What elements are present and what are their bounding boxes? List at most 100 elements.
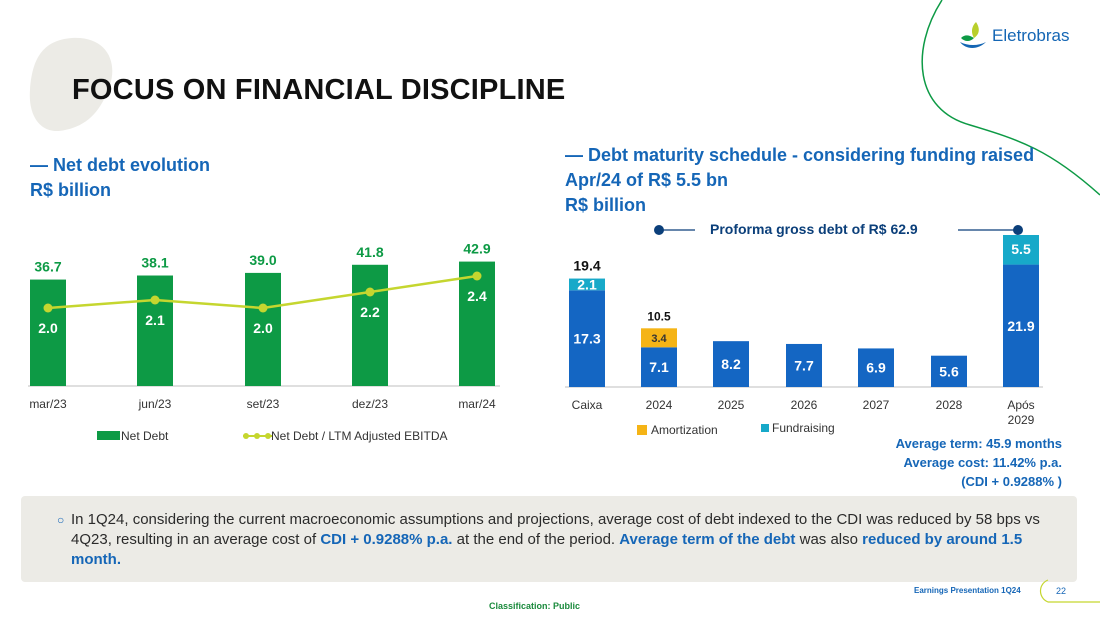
legend-net-debt-swatch [97,431,120,440]
net-debt-unit: R$ billion [30,180,111,200]
net-debt-bar-label: 39.0 [249,252,276,268]
info-highlight-reduced: reduced by around 1.5 month. [71,531,1023,568]
x-tick-label: 2029 [1008,413,1035,427]
leverage-label: 2.0 [38,320,58,336]
maturity-unit: R$ billion [565,195,646,215]
info-box: ○ In 1Q24, considering the current macro… [21,496,1077,582]
legend-leverage-label: Net Debt / LTM Adjusted EBITDA [271,429,448,443]
classification-label: Classification: Public [489,601,581,611]
maturity-base-bar [786,343,822,387]
leverage-point [43,303,53,313]
info-text-part1: In 1Q24, considering the current macroec… [71,511,1040,548]
x-tick-label: dez/23 [352,397,388,411]
net-debt-bar [137,275,173,386]
proforma-end-dot [1013,225,1023,235]
maturity-base-bar [569,290,605,387]
leverage-label: 2.1 [145,312,165,328]
fundraising-bar [569,278,605,291]
average-term: Average term: 45.9 months [895,436,1062,451]
page-number-frame [1039,579,1100,603]
net-debt-bar [459,261,495,386]
fundraising-label: 2.1 [577,276,597,292]
legend-fundraising-swatch [761,424,769,432]
info-text-part2: at the end of the period. [452,531,620,548]
maturity-subtitle: Apr/24 of R$ 5.5 bn [565,170,729,190]
maturity-base-label: 21.9 [1007,318,1034,334]
maturity-base-label: 17.3 [573,331,600,347]
leverage-point [150,295,160,305]
legend-fundraising-label: Fundraising [772,421,835,435]
net-debt-bar-label: 42.9 [463,241,490,257]
x-tick-label: jun/23 [138,397,172,411]
x-tick-label: 2028 [936,398,963,412]
maturity-base-bar [713,341,749,387]
decorative-curve [921,0,1100,196]
maturity-base-bar [858,348,894,387]
x-tick-label: mar/23 [29,397,67,411]
page-title: FOCUS ON FINANCIAL DISCIPLINE [72,74,566,106]
info-text-part3: was also [795,531,863,548]
x-tick-label: Caixa [572,398,603,412]
maturity-base-bar [931,355,967,387]
logo-text: Eletrobras [992,26,1070,45]
average-cdi: (CDI + 0.9288% ) [961,474,1062,489]
legend-leverage-dot [265,433,271,439]
amortization-label: 3.4 [651,333,667,345]
eletrobras-logo: Eletrobras [958,20,1069,52]
proforma-start-dot [654,225,664,235]
maturity-section-title: — Debt maturity schedule - considering f… [565,143,1034,218]
x-tick-label: mar/24 [458,397,496,411]
x-tick-label: set/23 [247,397,280,411]
net-debt-bar [245,272,281,386]
net-debt-bar [352,264,388,386]
net-debt-bar-label: 38.1 [141,255,168,271]
maturity-title: — Debt maturity schedule - considering f… [565,145,1035,165]
bullet-circle-icon: ○ [57,513,65,527]
maturity-base-label: 7.1 [649,359,669,375]
leverage-label: 2.2 [360,304,380,320]
net-debt-bar-label: 36.7 [34,259,61,275]
info-text: In 1Q24, considering the current macroec… [71,510,1071,570]
average-cost: Average cost: 11.42% p.a. [903,455,1063,470]
legend-amortization-swatch [637,425,647,435]
x-tick-label: Após [1007,398,1034,412]
decorative-blob [29,37,113,132]
legend-net-debt-label: Net Debt [121,429,169,443]
net-debt-bar [30,279,66,386]
maturity-base-bar [641,347,677,387]
maturity-base-label: 5.6 [939,363,959,379]
info-highlight-term: Average term of the debt [619,531,796,548]
net-debt-chart: 36.7 mar/23 38.1 jun/23 39.0 set/23 41.8 dez/23… [28,241,500,443]
maturity-base-label: 7.7 [794,357,814,373]
info-highlight-cdi: CDI + 0.9288% p.a. [320,531,453,548]
presentation-label: Earnings Presentation 1Q24 [914,586,1021,595]
x-tick-label: 2027 [863,398,890,412]
legend-leverage-dot [254,433,260,439]
leverage-point [365,287,375,297]
legend-amortization-label: Amortization [651,423,718,437]
net-debt-title: — Net debt evolution [30,155,210,175]
page-number: 22 [1056,586,1067,596]
eletrobras-logo-icon [960,22,986,48]
x-tick-label: 2026 [791,398,818,412]
leverage-point [472,271,482,281]
net-debt-section-title: — Net debt evolution R$ billion [30,153,210,203]
debt-maturity-chart: 17.3 2.1 19.4 Caixa 7.1 3.4 10.5 2024 8.2 2025 7.7… [565,235,1043,437]
maturity-total-label: 19.4 [573,258,600,274]
x-tick-label: 2024 [646,398,673,412]
averages-block: Average term: 45.9 months Average cost: … [896,434,1062,491]
maturity-total-label: 10.5 [647,309,671,323]
fundraising-label: 5.5 [1011,241,1031,257]
maturity-base-label: 6.9 [866,360,886,376]
legend-leverage-dot [243,433,249,439]
leverage-point [258,303,268,313]
maturity-base-label: 8.2 [721,356,741,372]
net-debt-bar-label: 41.8 [356,244,383,260]
leverage-label: 2.4 [467,288,487,304]
proforma-marker [654,225,1023,235]
amortization-bar [641,328,677,348]
proforma-label: Proforma gross debt of R$ 62.9 [710,221,918,237]
leverage-label: 2.0 [253,320,273,336]
maturity-base-bar [1003,264,1039,387]
x-tick-label: 2025 [718,398,745,412]
